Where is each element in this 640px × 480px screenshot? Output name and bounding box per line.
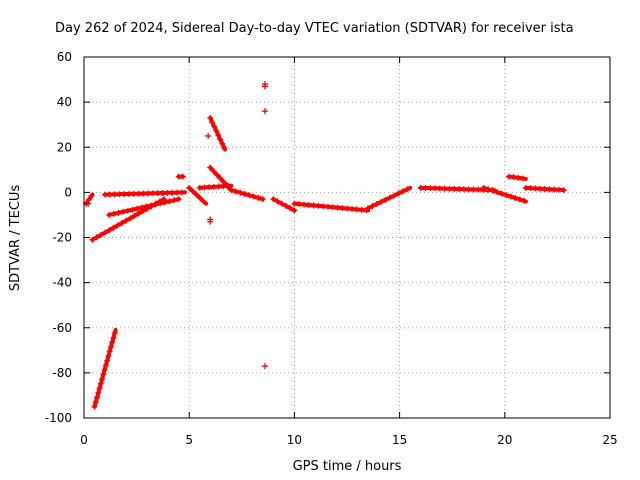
series-segment-bump bbox=[175, 173, 186, 180]
y-tick-label: 0 bbox=[64, 185, 72, 199]
y-tick-label: 40 bbox=[57, 95, 72, 109]
y-tick-label: -60 bbox=[52, 321, 72, 335]
series-segment-steep-drop bbox=[91, 328, 118, 410]
data-point bbox=[205, 132, 212, 139]
y-tick-label: -100 bbox=[45, 411, 72, 425]
series-segment-high-bar bbox=[506, 173, 528, 182]
series-segment-tail bbox=[522, 184, 567, 194]
plot-frame bbox=[83, 56, 611, 419]
series-segment-dip-a bbox=[270, 196, 298, 214]
data-point bbox=[261, 363, 268, 370]
series-segment-late-decline bbox=[480, 184, 528, 204]
series-segment-mid-a bbox=[196, 182, 234, 191]
data-point bbox=[261, 108, 268, 115]
series-segment-plateau bbox=[228, 187, 266, 203]
series-segment-peak-drop bbox=[207, 114, 228, 152]
x-tick-label: 25 bbox=[602, 433, 617, 447]
series-segment-hump-a bbox=[186, 184, 209, 206]
x-tick-label: 10 bbox=[287, 433, 302, 447]
data-point bbox=[261, 83, 268, 90]
y-axis-label: SDTVAR / TECUs bbox=[8, 185, 23, 292]
y-tick-label: 60 bbox=[57, 50, 72, 64]
y-tick-label: -20 bbox=[52, 231, 72, 245]
data-marks bbox=[83, 81, 567, 410]
series-segment-mid-rise bbox=[106, 196, 182, 218]
data-point bbox=[207, 216, 214, 223]
series-segment-near-zero-a bbox=[102, 189, 187, 198]
chart-title: Day 262 of 2024, Sidereal Day-to-day VTE… bbox=[55, 21, 574, 36]
series-segment-long-dip bbox=[291, 200, 371, 214]
x-axis-label: GPS time / hours bbox=[293, 459, 402, 474]
x-tick-label: 15 bbox=[392, 433, 407, 447]
x-tick-label: 20 bbox=[497, 433, 512, 447]
x-tick-label: 0 bbox=[80, 433, 88, 447]
series-segment-recovery bbox=[365, 185, 413, 212]
data-point bbox=[85, 200, 92, 207]
y-tick-label: -80 bbox=[52, 366, 72, 380]
grid bbox=[84, 57, 610, 418]
y-tick-label: 20 bbox=[57, 140, 72, 154]
axis-ticks: 0 5 10 15 20 25 -100 -80 -60 -40 -20 0 20 40 60 bbox=[45, 50, 618, 447]
y-tick-label: -40 bbox=[52, 276, 72, 290]
x-tick-label: 5 bbox=[185, 433, 193, 447]
